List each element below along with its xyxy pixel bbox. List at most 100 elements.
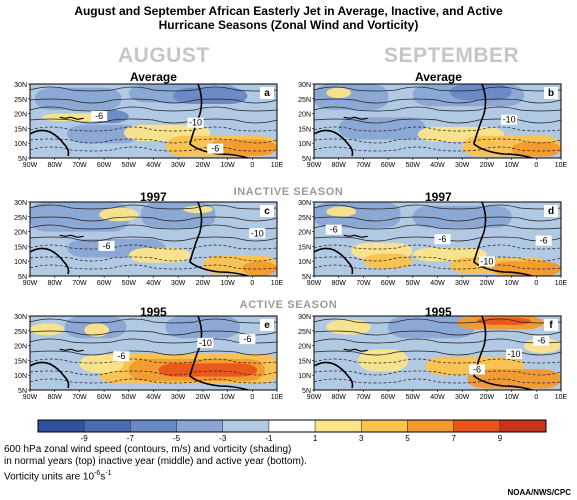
- y-tick-label: 25N: [298, 329, 311, 336]
- contour-label: -6: [438, 234, 446, 244]
- wind-contour: [314, 118, 561, 124]
- wind-contour: [314, 126, 561, 132]
- x-tick-label: 90W: [307, 162, 322, 169]
- contour-label-bg: [506, 348, 523, 359]
- wind-contour: [314, 146, 561, 152]
- y-tick-label: 5N: [302, 156, 311, 163]
- vorticity-shading: [388, 316, 475, 339]
- wind-contour: [30, 244, 277, 250]
- wind-contour: [30, 358, 277, 364]
- vorticity-shading: [326, 319, 371, 335]
- y-tick-label: 30N: [14, 200, 27, 207]
- wind-contour: [30, 370, 277, 376]
- colorbar-swatch: [361, 419, 408, 433]
- wind-contour: [30, 138, 277, 144]
- y-tick-label: 30N: [14, 82, 27, 89]
- contour-label-bg: [533, 335, 550, 346]
- vorticity-shading: [34, 87, 122, 110]
- panel-letter: e: [264, 320, 270, 331]
- vorticity-shading: [326, 87, 352, 99]
- vorticity-shading: [511, 141, 561, 157]
- x-tick-label: 10E: [555, 280, 568, 287]
- vorticity-shading: [314, 202, 401, 228]
- y-tick-label: 20N: [14, 230, 27, 237]
- contour-label-bg: [478, 256, 495, 267]
- x-tick-label: 20W: [196, 394, 211, 401]
- y-tick-label: 10N: [14, 373, 27, 380]
- wind-contour: [30, 330, 277, 336]
- y-tick-label: 5N: [18, 274, 27, 281]
- wind-contour: [314, 216, 561, 222]
- colorbar-label: 5: [405, 434, 410, 443]
- coastline-africa: [473, 202, 536, 276]
- panel-letter-bg: [544, 319, 558, 331]
- x-tick-label: 70W: [72, 280, 87, 287]
- x-tick-label: 80W: [47, 162, 62, 169]
- panel-title-b: Average: [415, 70, 462, 84]
- wind-contour: [30, 256, 277, 262]
- coastline-africa: [473, 316, 536, 390]
- vorticity-shading: [173, 87, 248, 104]
- coastline-caribbean: [343, 234, 368, 238]
- vorticity-shading: [363, 253, 413, 269]
- contour-label: -6: [473, 365, 481, 375]
- contour-label: -6: [330, 225, 338, 235]
- panel-letter-bg: [544, 87, 558, 99]
- y-tick-label: 15N: [14, 126, 27, 133]
- colorbar-label: 7: [451, 434, 456, 443]
- vorticity-shading: [84, 323, 110, 337]
- panel-letter-bg: [260, 87, 274, 99]
- x-tick-label: 60W: [381, 394, 396, 401]
- contour-label: -10: [189, 118, 202, 128]
- coastline-americas: [30, 361, 70, 389]
- contour-label-bg: [98, 240, 115, 251]
- contour-label: -6: [211, 144, 219, 154]
- wind-contour: [314, 138, 561, 144]
- x-tick-label: 40W: [146, 280, 161, 287]
- season-label-inactive: INACTIVE SEASON: [233, 186, 344, 198]
- y-tick-label: 15N: [14, 358, 27, 365]
- x-tick-label: 10W: [504, 162, 519, 169]
- wind-contour: [314, 370, 561, 376]
- x-tick-label: 20W: [480, 280, 495, 287]
- x-tick-label: 10W: [220, 280, 235, 287]
- panel-e: [30, 316, 277, 390]
- wind-contour: [314, 338, 561, 344]
- contour-label: -6: [540, 236, 548, 246]
- panel-letter: b: [548, 88, 554, 99]
- wind-contour: [30, 378, 277, 384]
- contour-label: -10: [480, 256, 493, 266]
- x-tick-label: 80W: [331, 394, 346, 401]
- wind-contour: [314, 244, 561, 250]
- vorticity-shading: [183, 205, 213, 214]
- x-tick-label: 50W: [122, 162, 137, 169]
- x-tick-label: 0: [250, 280, 254, 287]
- x-tick-label: 50W: [406, 394, 421, 401]
- y-tick-label: 15N: [14, 244, 27, 251]
- contour-label-bg: [249, 228, 266, 239]
- panel-letter: a: [264, 88, 270, 99]
- coastline-americas: [314, 247, 354, 275]
- x-tick-label: 0: [534, 280, 538, 287]
- x-tick-label: 30W: [455, 162, 470, 169]
- x-tick-label: 40W: [430, 280, 445, 287]
- wind-contour: [30, 118, 277, 124]
- colorbar-label: -9: [81, 434, 89, 443]
- y-tick-label: 10N: [298, 259, 311, 266]
- coastline-caribbean: [59, 234, 84, 238]
- x-tick-label: 30W: [171, 162, 186, 169]
- y-tick-label: 10N: [298, 373, 311, 380]
- x-tick-label: 50W: [122, 394, 137, 401]
- wind-contour: [314, 256, 561, 262]
- coastline-caribbean: [59, 116, 84, 120]
- y-tick-label: 5N: [302, 388, 311, 395]
- wind-contour: [314, 224, 561, 230]
- colorbar-label: 3: [359, 434, 364, 443]
- wind-contour: [314, 330, 561, 336]
- y-tick-label: 20N: [14, 112, 27, 119]
- coastline-africa: [189, 202, 252, 276]
- x-tick-label: 80W: [331, 162, 346, 169]
- panel-letter: f: [549, 320, 553, 331]
- x-tick-label: 20W: [480, 394, 495, 401]
